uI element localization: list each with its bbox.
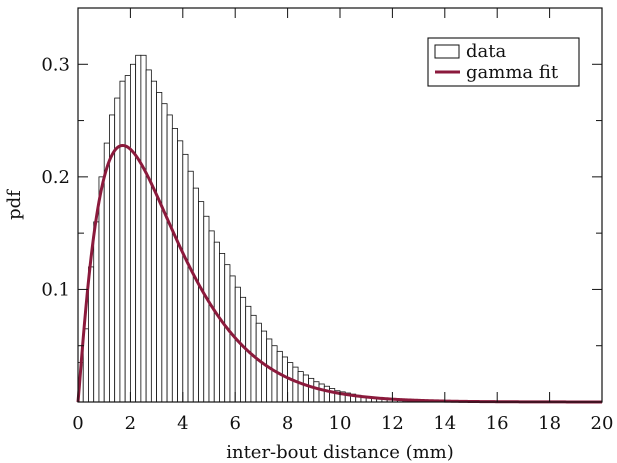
histogram-bar <box>302 374 309 403</box>
histogram-bar <box>187 170 194 403</box>
histogram-bar <box>98 176 105 403</box>
histogram-bar <box>119 80 126 403</box>
histogram-bar <box>213 241 220 403</box>
histogram-bar <box>271 345 278 403</box>
histogram-bar <box>287 362 294 403</box>
histogram-bar <box>156 92 163 403</box>
y-tick-label: 0.3 <box>41 54 70 75</box>
histogram-bar <box>219 253 226 403</box>
histogram-bar <box>140 54 147 403</box>
histogram-bar <box>93 221 100 403</box>
histogram-bar <box>166 114 173 403</box>
x-tick-label: 20 <box>591 413 614 434</box>
histogram-bar <box>182 153 189 403</box>
legend-label-data: data <box>466 41 506 62</box>
y-axis-label: pdf <box>4 189 25 220</box>
x-tick-label: 18 <box>538 413 561 434</box>
x-tick-label: 0 <box>72 413 83 434</box>
histogram-bar <box>292 366 299 403</box>
histogram-bar <box>135 54 142 403</box>
histogram-bar <box>114 97 121 403</box>
x-tick-label: 2 <box>125 413 136 434</box>
histogram-bar <box>308 377 315 403</box>
histogram-bar <box>124 75 131 403</box>
histogram-bar <box>208 230 215 403</box>
histogram-bar <box>192 187 199 403</box>
legend-data-swatch <box>434 44 460 59</box>
histogram-bar <box>161 103 168 403</box>
histogram-bar <box>224 264 231 403</box>
histogram-bar <box>150 80 158 403</box>
histogram-bar <box>281 356 288 403</box>
legend-label-gamma-fit: gamma fit <box>466 62 559 83</box>
histogram-bar <box>276 350 283 403</box>
x-tick-label: 6 <box>229 413 240 434</box>
y-tick-label: 0.2 <box>41 167 70 188</box>
legend: data gamma fit <box>427 37 580 87</box>
histogram-bar <box>129 63 137 403</box>
histogram-bar <box>318 383 325 403</box>
histogram-bar <box>323 385 330 403</box>
histogram-bar <box>297 371 304 403</box>
x-tick-label: 4 <box>177 413 188 434</box>
histogram-bar <box>145 69 152 403</box>
histogram-bar <box>103 142 110 403</box>
x-axis-label: inter-bout distance (mm) <box>226 442 454 463</box>
histogram-bar <box>203 215 210 403</box>
x-tick-label: 12 <box>381 413 404 434</box>
histogram-bar <box>313 381 320 403</box>
x-ticks: 0 2 4 6 8 10 12 14 16 18 20 <box>72 8 613 434</box>
y-ticks: 0.1 0.2 0.3 <box>41 54 602 347</box>
y-tick-label: 0.1 <box>41 279 70 300</box>
histogram-bar <box>171 128 178 403</box>
histogram-bar <box>177 140 184 403</box>
x-tick-label: 16 <box>486 413 509 434</box>
histogram-bars <box>77 54 435 403</box>
x-tick-label: 8 <box>282 413 293 434</box>
x-tick-label: 10 <box>329 413 352 434</box>
histogram-bar <box>198 201 205 403</box>
x-tick-label: 14 <box>433 413 456 434</box>
